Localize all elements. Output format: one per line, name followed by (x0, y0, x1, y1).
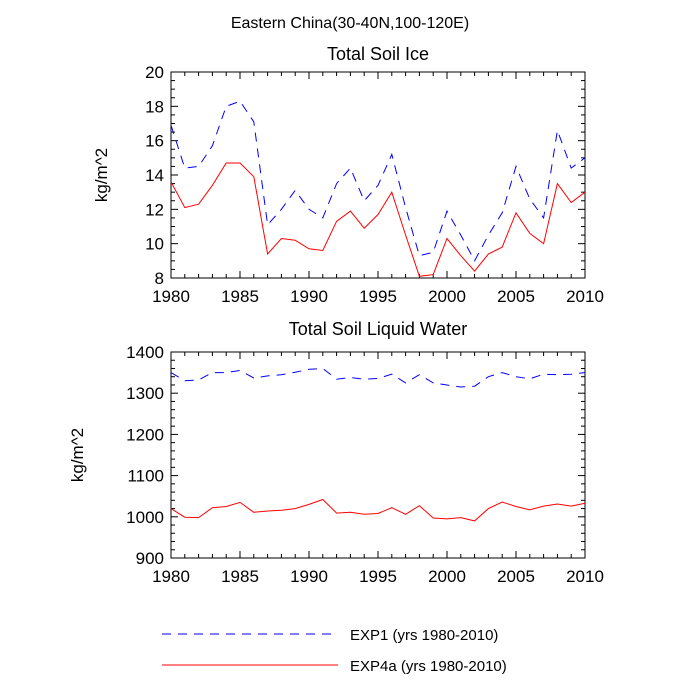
x-tick-label: 1990 (290, 567, 328, 586)
x-tick-label: 1995 (359, 287, 397, 306)
y-tick-label: 20 (145, 63, 164, 82)
x-tick-label: 2010 (566, 287, 604, 306)
y-tick-label: 900 (136, 549, 164, 568)
x-tick-label: 1990 (290, 287, 328, 306)
series-line-exp4a (170, 498, 586, 522)
y-axis-label: kg/m^2 (92, 148, 111, 202)
x-tick-label: 1985 (221, 567, 259, 586)
x-tick-label: 1980 (152, 567, 190, 586)
y-tick-label: 18 (145, 97, 164, 116)
series-line-exp1 (170, 367, 586, 388)
plot-frame (170, 351, 586, 559)
y-tick-label: 1100 (127, 467, 164, 486)
x-tick-label: 2010 (566, 567, 604, 586)
y-tick-label: 1400 (126, 343, 164, 362)
y-tick-label: 14 (145, 166, 164, 185)
series-line-exp1 (170, 100, 586, 262)
panel-title: Total Soil Ice (327, 44, 429, 64)
x-tick-label: 1985 (221, 287, 259, 306)
y-tick-label: 16 (145, 132, 164, 151)
legend-label-exp4a: EXP4a (yrs 1980-2010) (350, 658, 507, 675)
y-tick-label: 8 (155, 269, 164, 288)
panel-soil-ice: Total Soil Ice 1980 1985 1990 1995 2000 2005 20… (92, 44, 604, 306)
x-tick-label: 2005 (497, 287, 535, 306)
y-tick-label: 1200 (126, 425, 164, 444)
x-tick-label: 2005 (497, 567, 535, 586)
y-tick-label: 12 (145, 200, 164, 219)
panel-soil-liquid-water: Total Soil Liquid Water 1980 1985 1990 1995 2… (68, 319, 604, 586)
panel-title: Total Soil Liquid Water (289, 319, 467, 339)
y-axis-label: kg/m^2 (68, 428, 87, 482)
y-tick-label: 10 (145, 235, 164, 254)
y-tick-label: 1000 (126, 508, 164, 527)
x-tick-label: 2000 (428, 287, 466, 306)
x-tick-label: 2000 (428, 567, 466, 586)
y-tick-label: 1300 (126, 384, 164, 403)
legend: EXP1 (yrs 1980-2010) EXP4a (yrs 1980-201… (162, 627, 507, 675)
x-tick-label: 1980 (152, 287, 190, 306)
legend-label-exp1: EXP1 (yrs 1980-2010) (350, 627, 498, 644)
series-line-exp4a (170, 162, 586, 277)
plot-frame (170, 71, 586, 279)
suptitle: Eastern China(30-40N,100-120E) (231, 15, 469, 32)
x-tick-label: 1995 (359, 567, 397, 586)
